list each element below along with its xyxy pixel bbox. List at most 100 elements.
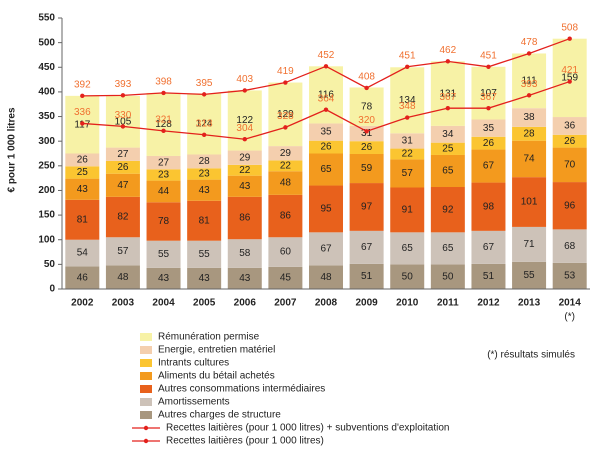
bar-segment <box>430 154 465 188</box>
bar-segment <box>471 66 506 120</box>
bar-segment <box>187 240 222 268</box>
value-label: 86 <box>280 211 292 222</box>
legend-label: Energie, entretien matériel <box>158 345 275 356</box>
line-point <box>283 80 288 85</box>
bar-segment <box>146 202 181 241</box>
value-label: 71 <box>524 239 536 250</box>
bar-segment <box>309 153 343 186</box>
y-tick-label: 350 <box>38 111 55 122</box>
value-label: 68 <box>564 241 576 252</box>
x-tick-label: 2009 <box>355 298 378 309</box>
y-axis-label: € pour 1 000 litres <box>7 107 18 192</box>
value-label: 128 <box>155 119 172 130</box>
bar-segment <box>349 263 384 289</box>
line-point <box>526 51 532 56</box>
x-tick-label: 2013 <box>518 298 541 309</box>
bar-segment <box>65 153 100 167</box>
bar-segment <box>187 93 222 155</box>
line-label: 336 <box>74 107 91 118</box>
y-tick-label: 250 <box>38 160 55 171</box>
legend-swatch <box>140 359 152 367</box>
y-tick-label: 0 <box>49 284 55 295</box>
x-tick-label: 2010 <box>396 298 419 309</box>
bar-segment <box>268 160 303 172</box>
bar-segment <box>187 267 222 289</box>
value-label: 31 <box>361 128 373 139</box>
value-label: 53 <box>564 271 576 282</box>
bar-segment <box>309 140 343 154</box>
value-label: 67 <box>483 161 495 172</box>
x-tick-label: 2011 <box>437 298 459 309</box>
bar-segment <box>268 171 303 195</box>
value-label: 43 <box>239 273 251 284</box>
legend-marker <box>143 438 149 444</box>
bar-segment <box>105 173 140 197</box>
value-label: 25 <box>77 167 89 178</box>
bar-segment <box>552 134 587 148</box>
bar-segment <box>105 196 140 238</box>
line-label: 367 <box>440 92 457 103</box>
y-tick-label: 50 <box>44 259 56 270</box>
value-label: 26 <box>320 142 332 153</box>
line-label: 395 <box>196 78 213 89</box>
line-point <box>80 121 85 126</box>
value-label: 70 <box>564 159 576 170</box>
legend-label: Recettes laitières (pour 1 000 litres) <box>166 436 324 447</box>
line-point <box>486 64 491 69</box>
bar-segment <box>430 232 465 265</box>
bar-segment <box>512 108 547 127</box>
value-label: 22 <box>402 149 414 160</box>
value-label: 27 <box>117 149 129 160</box>
value-label: 50 <box>442 271 454 282</box>
value-label: 81 <box>199 215 211 226</box>
bar-segment <box>268 237 303 267</box>
value-label: 22 <box>280 160 292 171</box>
y-tick-label: 100 <box>38 234 55 245</box>
line-point <box>120 93 126 98</box>
value-label: 48 <box>117 272 129 283</box>
value-label: 60 <box>280 247 292 258</box>
line-label: 348 <box>399 101 416 112</box>
legend-label: Amortissements <box>158 397 230 408</box>
value-label: 50 <box>402 271 414 282</box>
value-label: 55 <box>158 249 170 260</box>
line-point <box>364 85 369 91</box>
bar-segment <box>65 166 100 179</box>
line-label: 403 <box>236 74 253 85</box>
value-label: 55 <box>199 249 211 260</box>
value-label: 82 <box>117 212 129 223</box>
line-point <box>161 90 166 96</box>
line-point <box>323 107 329 112</box>
legend-label: Rémunération permise <box>158 332 260 343</box>
value-label: 31 <box>402 136 414 147</box>
bar-segment <box>227 164 262 176</box>
value-label: 92 <box>442 204 454 215</box>
line-label: 304 <box>236 123 253 134</box>
value-label: 116 <box>318 90 334 101</box>
line-point <box>161 128 166 134</box>
x-tick-label: 2014 <box>559 298 582 309</box>
value-label: 51 <box>483 271 495 282</box>
bar-segment <box>349 87 384 126</box>
value-label: 131 <box>440 88 457 99</box>
bar-segment <box>105 147 140 161</box>
legend-label: Autres charges de structure <box>158 410 281 421</box>
bar-segment <box>471 230 506 264</box>
bar-segment <box>309 265 343 289</box>
line-point <box>242 137 247 142</box>
bar-segment <box>512 126 547 141</box>
bar-segment <box>309 123 343 141</box>
bar-segment <box>268 194 303 238</box>
line-point <box>445 59 451 64</box>
value-label: 65 <box>402 243 414 254</box>
bar-segment <box>187 154 222 169</box>
line-label: 478 <box>521 37 538 48</box>
bar-segment <box>146 180 181 203</box>
value-label: 101 <box>521 197 538 208</box>
bar-segment <box>65 178 100 200</box>
y-tick-label: 400 <box>38 87 55 98</box>
value-label: 54 <box>77 248 89 259</box>
x-tick-label: 2002 <box>71 298 94 309</box>
x-tick-label: 2008 <box>315 298 338 309</box>
bar-segment <box>146 267 181 289</box>
